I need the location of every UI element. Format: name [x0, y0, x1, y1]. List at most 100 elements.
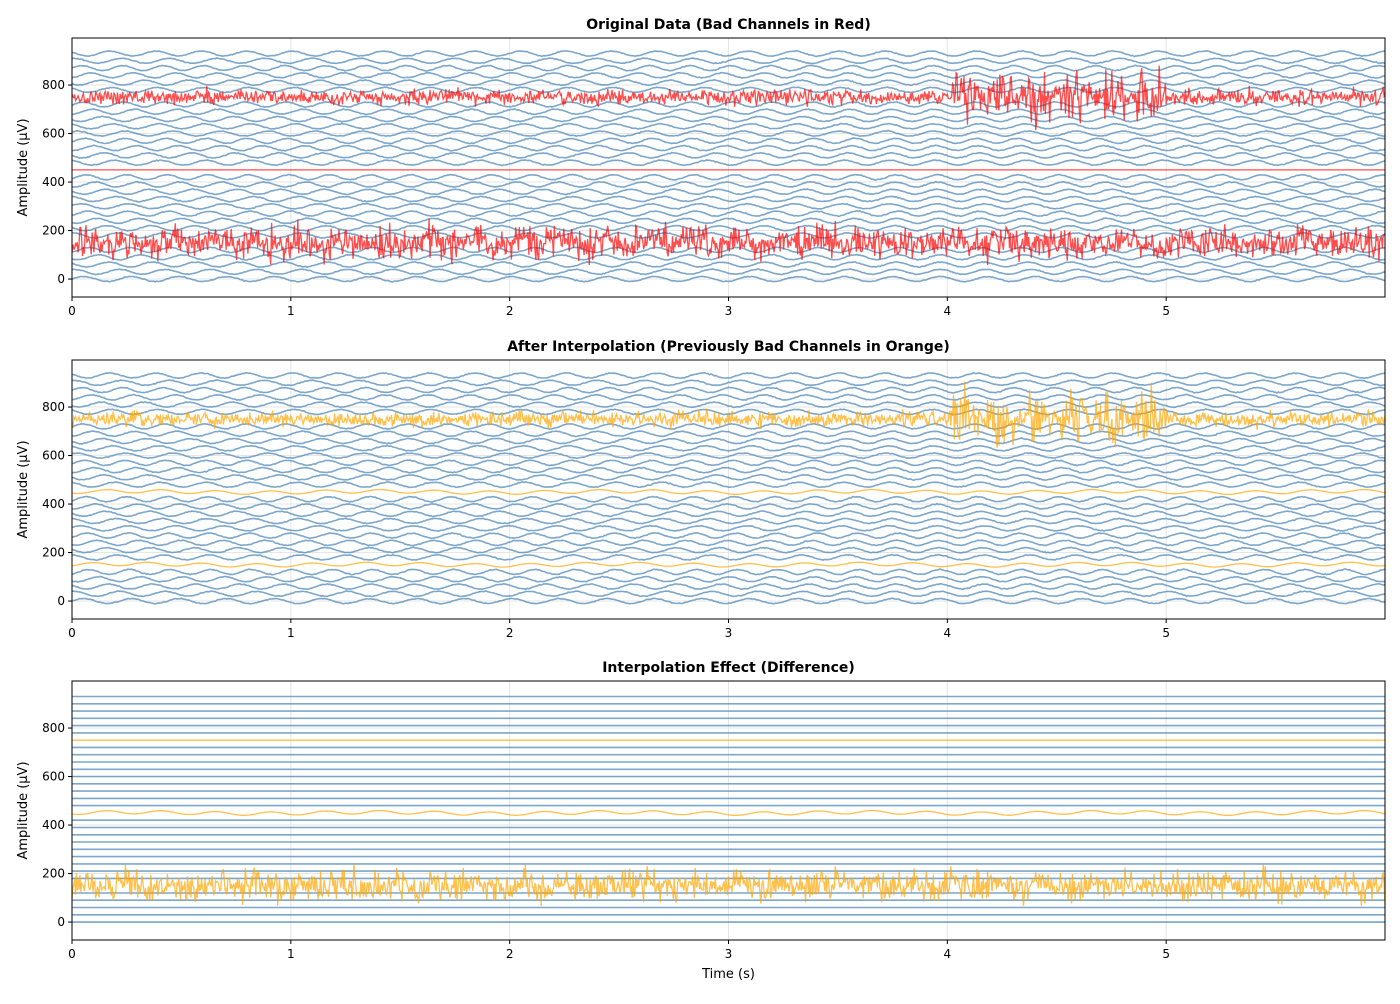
series-channel-660	[72, 437, 1385, 445]
y-tick-label: 600	[42, 127, 65, 141]
series-channel-0	[72, 275, 1385, 283]
series-channel-30	[72, 589, 1385, 598]
y-tick-label: 800	[42, 400, 65, 414]
x-tick-label: 3	[725, 947, 733, 961]
series-channel-300	[72, 524, 1385, 533]
series-channel-600	[72, 129, 1385, 138]
y-tick-label: 0	[57, 915, 65, 929]
series-channel-840	[72, 71, 1385, 80]
subplot-1: 0 1 2 3 4 5 0 200 400 600 800 Original Data (Bad Ch…	[16, 17, 1386, 318]
series-channel-870	[72, 64, 1385, 72]
series-channel-630	[72, 122, 1385, 131]
series-channel-450	[72, 809, 1385, 816]
x-tick-label: 1	[287, 304, 295, 318]
series-channel-780	[72, 86, 1385, 94]
series-channel-420	[72, 495, 1385, 503]
x-tick-label: 3	[725, 304, 733, 318]
x-tick-label: 5	[1162, 626, 1170, 640]
series-channel-750	[72, 65, 1385, 131]
x-tick-label: 5	[1162, 947, 1170, 961]
subplot-2: 0 1 2 3 4 5 0 200 400 600 800 After Interpolation (…	[16, 339, 1386, 640]
x-tick-label: 1	[287, 947, 295, 961]
series-channel-720	[72, 422, 1385, 431]
series-channel-150	[72, 561, 1385, 568]
x-tick-label: 4	[944, 626, 952, 640]
series-channel-570	[72, 137, 1385, 145]
y-tick-label: 800	[42, 721, 65, 735]
subplot-3: 0 1 2 3 4 5 0 200 400 600 800 Interpolation Effect …	[16, 660, 1386, 982]
series-channel-750	[72, 381, 1385, 448]
y-axis-label: Amplitude (µV)	[16, 761, 31, 859]
series-channel-150	[72, 863, 1385, 907]
series-channel-180	[72, 553, 1385, 562]
series-channel-570	[72, 459, 1385, 467]
series-channel-240	[72, 539, 1385, 547]
series-channel-330	[72, 195, 1385, 203]
series-channel-390	[72, 180, 1385, 189]
series-channel-330	[72, 517, 1385, 525]
y-tick-label: 600	[42, 449, 65, 463]
x-tick-label: 3	[725, 626, 733, 640]
y-tick-label: 200	[42, 546, 65, 560]
series-channel-930	[72, 49, 1385, 58]
series-channel-90	[72, 253, 1385, 261]
x-tick-label: 4	[944, 304, 952, 318]
x-tick-label: 4	[944, 947, 952, 961]
series-channel-360	[72, 510, 1385, 518]
series-channel-900	[72, 57, 1385, 65]
series-channel-690	[72, 108, 1385, 116]
series-channel-210	[72, 224, 1385, 232]
x-tick-label: 0	[68, 626, 76, 640]
y-axis-label: Amplitude (µV)	[16, 118, 31, 216]
subplot-title: Original Data (Bad Channels in Red)	[586, 17, 870, 33]
x-tick-label: 5	[1162, 304, 1170, 318]
series-channel-450	[72, 488, 1385, 495]
y-tick-label: 0	[57, 594, 65, 608]
y-tick-label: 400	[42, 497, 65, 511]
series-channel-870	[72, 386, 1385, 394]
series-channel-660	[72, 115, 1385, 123]
x-tick-label: 0	[68, 947, 76, 961]
series-channel-90	[72, 575, 1385, 584]
series-channel-510	[72, 473, 1385, 482]
x-tick-label: 2	[506, 947, 514, 961]
series-channel-480	[72, 480, 1385, 489]
x-tick-label: 1	[287, 626, 295, 640]
series-channel-510	[72, 151, 1385, 160]
series-channel-240	[72, 217, 1385, 225]
x-axis-label: Time (s)	[701, 967, 755, 982]
series-channel-180	[72, 231, 1385, 239]
series-channel-270	[72, 531, 1385, 540]
series-channel-540	[72, 466, 1385, 474]
series-channel-0	[72, 597, 1385, 605]
series-channel-60	[72, 260, 1385, 269]
series-channel-390	[72, 502, 1385, 511]
series-channel-780	[72, 408, 1385, 416]
series-channel-630	[72, 444, 1385, 452]
y-tick-label: 0	[57, 272, 65, 286]
series-channel-600	[72, 451, 1385, 460]
y-tick-label: 400	[42, 175, 65, 189]
series-channel-480	[72, 158, 1385, 167]
series-channel-30	[72, 268, 1385, 276]
series-channel-900	[72, 379, 1385, 387]
y-tick-label: 400	[42, 818, 65, 832]
y-tick-label: 200	[42, 224, 65, 238]
subplot-title: After Interpolation (Previously Bad Chan…	[507, 339, 950, 355]
series-channel-360	[72, 188, 1385, 196]
y-tick-label: 600	[42, 770, 65, 784]
series-channel-810	[72, 400, 1385, 409]
series-channel-810	[72, 78, 1385, 87]
series-channel-420	[72, 173, 1385, 182]
series-channel-150	[72, 218, 1385, 266]
series-channel-930	[72, 371, 1385, 380]
series-channel-120	[72, 568, 1385, 576]
series-channel-720	[72, 100, 1385, 109]
series-channel-60	[72, 582, 1385, 591]
series-channel-270	[72, 209, 1385, 218]
y-tick-label: 200	[42, 867, 65, 881]
x-tick-label: 2	[506, 304, 514, 318]
series-channel-840	[72, 393, 1385, 401]
x-tick-label: 0	[68, 304, 76, 318]
